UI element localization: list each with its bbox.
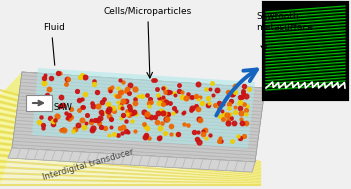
Polygon shape — [8, 148, 255, 172]
Polygon shape — [0, 72, 22, 185]
Text: SAW: SAW — [54, 104, 73, 112]
Polygon shape — [12, 72, 265, 162]
Bar — [263, 2, 348, 100]
Text: Cells/Microparticles: Cells/Microparticles — [104, 8, 192, 16]
Text: Fluid: Fluid — [43, 23, 65, 33]
Bar — [263, 2, 348, 100]
Text: Interdigital transducer: Interdigital transducer — [41, 148, 134, 182]
Text: Sawtooth
metasurface: Sawtooth metasurface — [256, 12, 313, 32]
Bar — [26, 95, 52, 111]
Polygon shape — [12, 72, 265, 162]
Polygon shape — [32, 68, 255, 148]
Polygon shape — [8, 148, 255, 172]
